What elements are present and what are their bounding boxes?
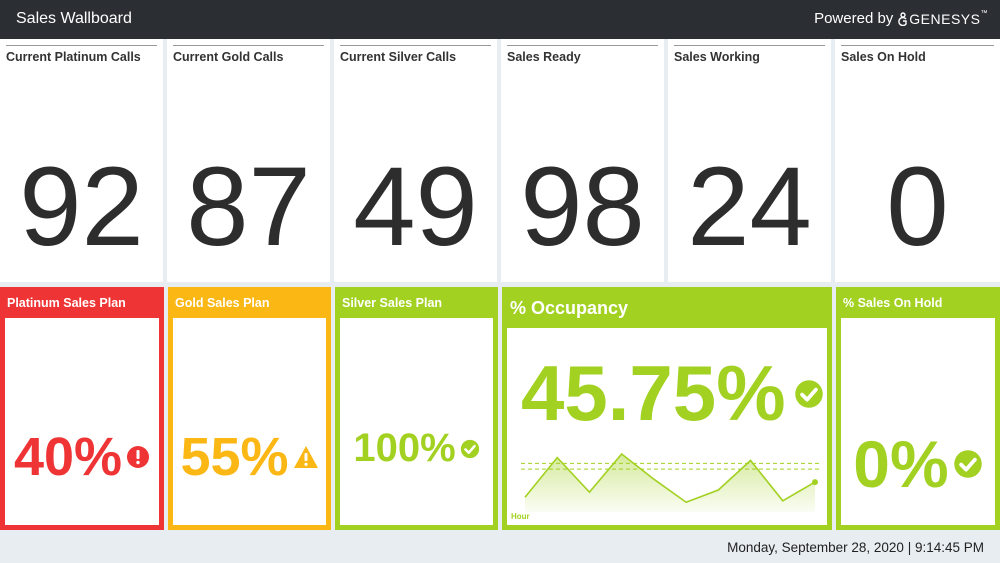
stat-label: Sales Ready [507,45,658,64]
stat-card-sales-working: Sales Working 24 [668,39,831,282]
brand-name: GENESYS [909,10,981,27]
stat-card-sales-ready: Sales Ready 98 [501,39,664,282]
stat-value: 0 [886,144,949,269]
stat-value: 87 [186,144,311,269]
occupancy-area-chart [521,452,819,512]
platinum-sales-plan-card: Platinum Sales Plan 40% [0,287,164,530]
brand-area: Powered by GENESYS ™ [814,10,988,27]
genesys-logo: GENESYS ™ [897,10,988,27]
page-title: Sales Wallboard [16,10,132,27]
stat-label: Sales On Hold [841,45,994,64]
check-icon [460,439,479,458]
check-icon [953,450,982,478]
plan-value: 55% [180,427,289,487]
stat-value: 92 [19,144,144,269]
error-icon [127,446,150,468]
genesys-mark-icon [898,11,907,26]
trademark-symbol: ™ [980,10,988,17]
check-icon [794,379,823,408]
stat-label: Current Gold Calls [173,45,324,64]
stat-value: 98 [520,144,645,269]
plan-label: % Occupancy [510,298,629,318]
chart-point [812,479,818,486]
stat-card-gold-calls: Current Gold Calls 87 [167,39,330,282]
stat-card-silver-calls: Current Silver Calls 49 [334,39,497,282]
silver-sales-plan-card: Silver Sales Plan 100% [335,287,498,530]
occupancy-card: % Occupancy 45.75% Hour [502,287,832,530]
stat-label: Current Silver Calls [340,45,491,64]
top-bar: Sales Wallboard Powered by GENESYS ™ [0,0,1000,39]
footer-datetime: Monday, September 28, 2020 | 9:14:45 PM [727,540,984,555]
stat-label: Current Platinum Calls [6,45,157,64]
sales-on-hold-card: % Sales On Hold 0% [836,287,1000,530]
plan-label: % Sales On Hold [843,296,943,310]
stat-card-platinum-calls: Current Platinum Calls 92 [0,39,163,282]
chart-x-axis-label: Hour [511,512,530,521]
stat-card-sales-on-hold: Sales On Hold 0 [835,39,1000,282]
plan-label: Silver Sales Plan [342,296,443,310]
warning-icon [293,446,318,468]
gold-sales-plan-card: Gold Sales Plan 55% [168,287,331,530]
plan-value: 40% [13,427,123,487]
plan-label: Gold Sales Plan [175,296,270,310]
stat-label: Sales Working [674,45,825,64]
stat-value: 24 [687,144,812,269]
plan-value: 0% [853,427,949,501]
chart-area-fill [525,454,815,512]
plan-label: Platinum Sales Plan [7,296,126,310]
plan-value: 100% [353,426,456,470]
occupancy-value: 45.75% [521,349,786,437]
chart-series-line [524,452,816,504]
stat-value: 49 [353,144,478,269]
powered-by-label: Powered by [814,10,894,27]
